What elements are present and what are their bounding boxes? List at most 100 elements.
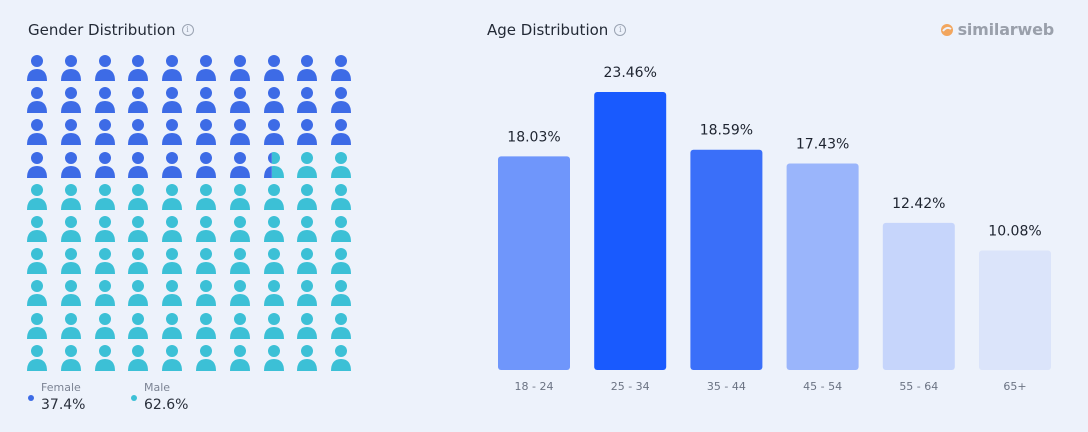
person-icon: [127, 344, 149, 372]
person-icon: [296, 279, 318, 307]
person-icon: [60, 247, 82, 275]
x-tick-label: 18 - 24: [515, 380, 554, 393]
person-icon: [330, 54, 352, 82]
person-icon: [195, 279, 217, 307]
age-bar[interactable]: [786, 163, 859, 370]
person-icon: [263, 54, 285, 82]
person-icon: [94, 118, 116, 146]
person-icon: [229, 151, 251, 179]
person-icon: [263, 118, 285, 146]
gender-distribution-title: Gender Distribution i: [28, 21, 194, 39]
person-icon: [263, 247, 285, 275]
person-icon: [161, 86, 183, 114]
similarweb-logo-icon: [940, 23, 953, 36]
person-icon: [26, 183, 48, 211]
person-icon: [161, 151, 183, 179]
person-icon: [229, 247, 251, 275]
female-legend-label: Female: [41, 381, 81, 394]
person-icon: [161, 279, 183, 307]
person-icon: [195, 344, 217, 372]
person-icon: [195, 54, 217, 82]
person-icon: [60, 86, 82, 114]
person-icon: [330, 279, 352, 307]
bar-value-label: 12.42%: [892, 196, 945, 212]
person-icon: [296, 151, 318, 179]
person-icon: [330, 344, 352, 372]
person-icon: [195, 151, 217, 179]
person-icon: [94, 344, 116, 372]
similarweb-logo: similarweb: [940, 20, 1054, 39]
person-icon: [195, 183, 217, 211]
person-icon: [195, 247, 217, 275]
person-icon: [94, 312, 116, 340]
person-icon: [296, 54, 318, 82]
female-legend-dot: [28, 395, 34, 401]
person-icon: [296, 86, 318, 114]
person-icon: [195, 312, 217, 340]
person-icon: [60, 312, 82, 340]
person-icon: [161, 247, 183, 275]
info-icon[interactable]: i: [181, 24, 194, 36]
info-icon[interactable]: i: [614, 24, 627, 36]
person-icon: [26, 118, 48, 146]
person-icon: [26, 279, 48, 307]
person-icon: [60, 344, 82, 372]
person-icon: [26, 312, 48, 340]
person-icon: [330, 215, 352, 243]
x-tick-label: 25 - 34: [611, 380, 650, 393]
person-icon: [60, 215, 82, 243]
person-icon: [94, 279, 116, 307]
person-icon: [127, 151, 149, 179]
person-icon: [229, 118, 251, 146]
age-title-text: Age Distribution: [487, 21, 609, 39]
person-icon: [263, 151, 285, 179]
bar-value-label: 18.03%: [507, 129, 560, 145]
person-icon: [60, 151, 82, 179]
person-icon: [296, 312, 318, 340]
person-icon: [161, 118, 183, 146]
age-bar[interactable]: [498, 156, 570, 370]
person-icon: [161, 183, 183, 211]
age-bar[interactable]: [690, 149, 763, 370]
person-icon: [161, 344, 183, 372]
person-icon: [94, 54, 116, 82]
bar-value-label: 18.59%: [700, 123, 753, 139]
x-tick-label: 55 - 64: [899, 380, 938, 393]
person-icon: [127, 86, 149, 114]
person-icon: [127, 183, 149, 211]
person-icon: [330, 151, 352, 179]
person-icon: [195, 86, 217, 114]
person-icon: [94, 183, 116, 211]
age-bar[interactable]: [979, 250, 1051, 370]
age-bar[interactable]: [594, 92, 667, 370]
age-bar-chart: 18.03% 18 - 24 23.46% 25 - 34 18.59% 35 - 44 1…: [498, 65, 1051, 393]
x-tick-label: 35 - 44: [707, 380, 746, 393]
person-icon: [229, 54, 251, 82]
person-icon: [263, 312, 285, 340]
person-icon: [229, 86, 251, 114]
person-icon: [229, 215, 251, 243]
person-icon: [195, 118, 217, 146]
bar-value-label: 23.46%: [604, 65, 657, 81]
gender-pictogram: [26, 54, 356, 372]
x-tick-label: 65+: [1003, 380, 1026, 393]
age-bar[interactable]: [882, 222, 955, 370]
person-icon: [60, 118, 82, 146]
person-icon: [263, 344, 285, 372]
gender-title-text: Gender Distribution: [28, 21, 176, 39]
person-icon: [161, 54, 183, 82]
person-icon: [127, 118, 149, 146]
person-icon: [330, 183, 352, 211]
male-legend-label: Male: [144, 381, 171, 394]
person-icon: [26, 86, 48, 114]
bar-value-label: 17.43%: [796, 136, 849, 152]
person-icon: [229, 183, 251, 211]
person-icon: [330, 118, 352, 146]
person-icon: [60, 54, 82, 82]
person-icon: [195, 215, 217, 243]
person-icon: [26, 215, 48, 243]
person-icon: [296, 247, 318, 275]
person-icon: [161, 312, 183, 340]
person-icon: [161, 215, 183, 243]
bar-value-label: 10.08%: [988, 224, 1041, 240]
